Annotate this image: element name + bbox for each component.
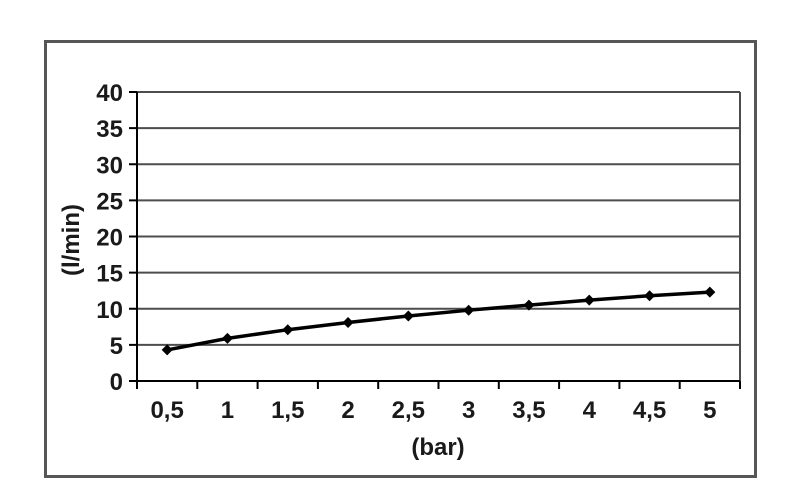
data-point-marker xyxy=(402,310,414,322)
x-tick-label: 0,5 xyxy=(150,397,183,424)
y-tick-label: 25 xyxy=(96,188,123,215)
data-point-marker xyxy=(644,290,656,302)
x-tick-label: 5 xyxy=(703,397,716,424)
chart-frame xyxy=(44,40,757,478)
data-point-marker xyxy=(463,304,475,316)
data-point-marker xyxy=(221,332,233,344)
data-point-marker xyxy=(523,299,535,311)
y-tick-label: 20 xyxy=(96,225,123,252)
x-tick-label: 2,5 xyxy=(392,397,425,424)
x-tick-label: 1 xyxy=(221,397,234,424)
y-tick-label: 0 xyxy=(110,369,123,396)
x-axis-label: (bar) xyxy=(411,434,465,461)
data-point-marker xyxy=(282,324,294,336)
x-tick-label: 1,5 xyxy=(271,397,304,424)
y-tick-label: 15 xyxy=(96,261,123,288)
data-point-marker xyxy=(161,344,173,356)
x-tick-label: 2 xyxy=(341,397,354,424)
y-tick-label: 5 xyxy=(110,333,123,360)
series-line xyxy=(165,290,712,352)
y-tick-label: 10 xyxy=(96,297,123,324)
x-tick-label: 4 xyxy=(583,397,597,424)
x-tick-label: 3,5 xyxy=(512,397,545,424)
y-tick-label: 40 xyxy=(96,80,123,107)
y-tick-label: 35 xyxy=(96,116,123,143)
data-point-marker xyxy=(342,316,354,328)
y-axis-label: (l/min) xyxy=(58,204,85,276)
y-tick-label: 30 xyxy=(96,152,123,179)
x-tick-label: 3 xyxy=(462,397,475,424)
data-point-marker xyxy=(704,286,716,298)
data-point-marker xyxy=(583,294,595,306)
x-tick-label: 4,5 xyxy=(633,397,666,424)
